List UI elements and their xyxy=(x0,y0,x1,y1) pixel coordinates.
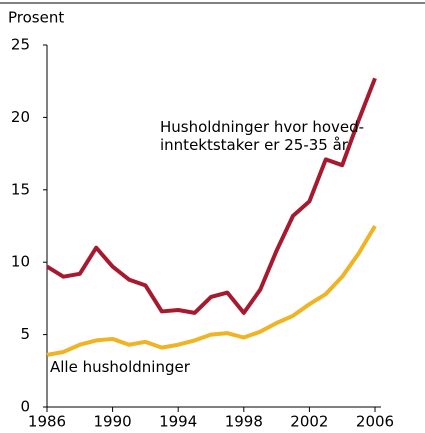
y-tick-label: 20 xyxy=(11,108,30,126)
y-tick-label: 5 xyxy=(20,325,30,343)
y-tick-label: 0 xyxy=(20,398,30,416)
y-tick-label: 25 xyxy=(11,36,30,54)
x-tick-label: 1986 xyxy=(28,413,66,431)
series-label: Alle husholdninger xyxy=(50,358,190,376)
x-tick-label: 2002 xyxy=(290,413,328,431)
x-tick-label: 1998 xyxy=(225,413,263,431)
x-tick-label: 1990 xyxy=(94,413,132,431)
series-line xyxy=(45,77,377,315)
series-line xyxy=(46,224,377,357)
y-axis-label: Prosent xyxy=(8,9,64,27)
x-tick-label: 2006 xyxy=(356,413,394,431)
x-tick-label: 1994 xyxy=(159,413,197,431)
y-tick-label: 10 xyxy=(11,253,30,271)
y-tick-label: 15 xyxy=(11,180,30,198)
series-label: Husholdninger hvor hoved- inntektstaker … xyxy=(160,118,365,154)
